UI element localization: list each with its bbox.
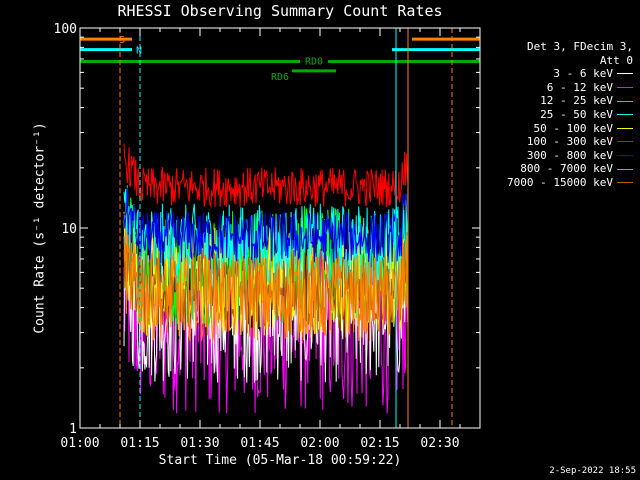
x-tick-label-5: 02:15 xyxy=(360,436,399,451)
legend-swatch xyxy=(617,87,633,89)
legend: Det 3, FDecim 3, Att 0 3 - 6 keV 6 - 12 k… xyxy=(478,40,633,190)
series-lines xyxy=(123,143,409,414)
legend-label: 800 - 7000 keV xyxy=(520,162,613,176)
series-line-5 xyxy=(123,143,409,209)
legend-swatch xyxy=(617,100,633,102)
flag-label-bg xyxy=(300,55,328,67)
legend-swatch xyxy=(617,114,633,116)
x-tick-label-0: 01:00 xyxy=(60,436,99,451)
x-tick-label-1: 01:15 xyxy=(120,436,159,451)
legend-entry-6: 300 - 800 keV xyxy=(478,149,633,163)
flag-label-RD0: RD0 xyxy=(305,56,323,67)
x-tick-label-6: 02:30 xyxy=(420,436,459,451)
chart-title: RHESSI Observing Summary Count Rates xyxy=(117,2,443,20)
legend-swatch xyxy=(617,127,633,129)
legend-entry-7: 800 - 7000 keV xyxy=(478,162,633,176)
legend-entry-5: 100 - 300 keV xyxy=(478,135,633,149)
flag-label-S: S xyxy=(119,35,125,46)
flag-bars: SN RD0 RD6 xyxy=(80,35,480,83)
y-axis-label: Count Rate (s⁻¹ detector⁻¹) xyxy=(32,122,48,334)
legend-label: 6 - 12 keV xyxy=(546,80,613,94)
y-tick-label-2: 100 xyxy=(54,22,77,37)
x-tick-label-2: 01:30 xyxy=(180,436,219,451)
legend-swatch xyxy=(617,155,633,157)
legend-swatch xyxy=(617,168,633,170)
y-tick-label-1: 10 xyxy=(61,222,77,237)
legend-swatch xyxy=(617,182,633,184)
legend-entry-4: 50 - 100 keV xyxy=(478,122,633,136)
legend-swatch xyxy=(617,73,633,75)
legend-label: 50 - 100 keV xyxy=(533,121,613,135)
legend-entry-8: 7000 - 15000 keV xyxy=(478,176,633,190)
legend-header-line-1: Det 3, FDecim 3, xyxy=(527,40,633,53)
legend-label: 300 - 800 keV xyxy=(526,148,613,162)
legend-entry-3: 25 - 50 keV xyxy=(478,108,633,122)
legend-entry-2: 12 - 25 keV xyxy=(478,94,633,108)
legend-label: 3 - 6 keV xyxy=(553,67,613,81)
footer-timestamp: 2-Sep-2022 18:55 xyxy=(549,466,636,476)
legend-label: 12 - 25 keV xyxy=(540,94,613,108)
legend-entry-1: 6 - 12 keV xyxy=(478,81,633,95)
series-line-6 xyxy=(123,187,409,264)
x-axis-label: Start Time (05-Mar-18 00:59:22) xyxy=(158,453,402,468)
x-tick-label-4: 02:00 xyxy=(300,436,339,451)
legend-label: 100 - 300 keV xyxy=(526,135,613,149)
legend-label: 7000 - 15000 keV xyxy=(507,175,613,189)
legend-entry-0: 3 - 6 keV xyxy=(478,67,633,81)
x-tick-label-3: 01:45 xyxy=(240,436,279,451)
flag-label-N: N xyxy=(136,46,142,57)
axes-ticks: 01:00 01:15 01:30 01:45 02:00 02:15 02:30 1 10 10… xyxy=(54,22,481,451)
flag-label-RD6: RD6 xyxy=(271,72,289,83)
legend-swatch xyxy=(617,141,633,143)
y-tick-label-0: 1 xyxy=(69,422,77,437)
legend-header-line-2: Att 0 xyxy=(599,53,633,67)
legend-label: 25 - 50 keV xyxy=(540,107,613,121)
series-line-7 xyxy=(123,231,409,342)
